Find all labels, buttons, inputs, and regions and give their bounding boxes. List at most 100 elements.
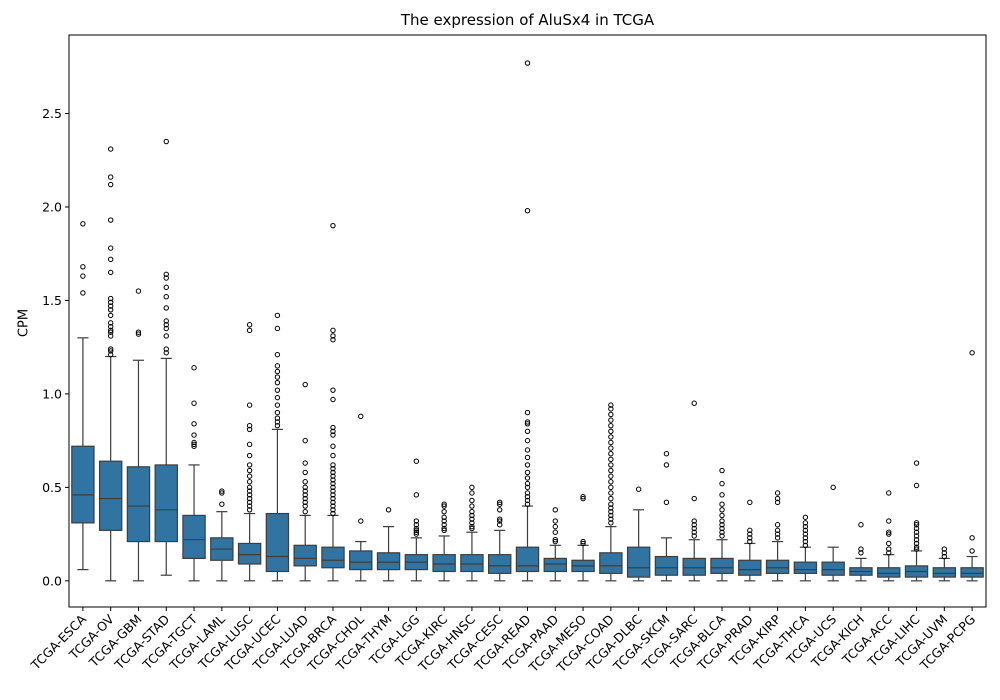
outlier-point: [886, 550, 892, 556]
outlier-point: [246, 495, 253, 502]
outlier-point: [107, 333, 114, 339]
box-group: [877, 490, 901, 582]
outlier-point: [691, 495, 697, 502]
y-tick-label: 1.0: [42, 386, 62, 401]
outlier-point: [552, 538, 558, 545]
outlier-point: [246, 507, 253, 513]
outlier-point: [524, 208, 531, 214]
outlier-point: [246, 426, 253, 433]
box-group: [543, 507, 568, 582]
box-iqr: [98, 460, 123, 531]
outlier-point: [774, 522, 781, 528]
outlier-point: [774, 495, 781, 502]
outlier-point: [274, 387, 281, 393]
box-group: [460, 484, 484, 582]
outlier-point: [330, 469, 336, 476]
outlier-point: [302, 469, 308, 476]
outlier-point: [663, 451, 670, 457]
y-tick-label: 2.0: [42, 199, 62, 214]
box-group: [515, 60, 540, 582]
box-iqr: [321, 546, 345, 569]
box-group: [126, 288, 151, 582]
outlier-point: [580, 495, 586, 502]
outlier-point: [135, 331, 142, 337]
outlier-point: [497, 501, 503, 507]
outlier-point: [413, 529, 420, 535]
outlier-point: [163, 325, 169, 332]
outlier-point: [747, 535, 753, 541]
outlier-point: [274, 312, 281, 319]
outlier-point: [913, 525, 920, 532]
box-group: [765, 490, 790, 582]
outlier-point: [580, 538, 586, 545]
box-iqr: [515, 546, 540, 573]
outlier-point: [107, 217, 114, 223]
outlier-point: [107, 174, 114, 180]
outlier-point: [691, 533, 697, 539]
outlier-point: [913, 537, 920, 543]
box-group: [793, 514, 818, 582]
outlier-point: [413, 525, 420, 532]
outlier-point: [191, 439, 197, 446]
outlier-point: [497, 507, 503, 513]
outlier-point: [330, 507, 336, 513]
outlier-point: [580, 540, 586, 547]
outlier-point: [330, 452, 336, 459]
outlier-point: [969, 548, 975, 554]
outlier-point: [107, 312, 114, 319]
box-iqr: [487, 554, 512, 574]
outlier-point: [469, 508, 475, 515]
outlier-point: [941, 550, 948, 556]
outlier-point: [608, 439, 614, 446]
outlier-point: [941, 546, 948, 552]
outlier-point: [274, 419, 281, 425]
outlier-point: [330, 473, 336, 479]
outlier-point: [135, 288, 142, 294]
outlier-point: [163, 318, 169, 324]
outlier-point: [691, 400, 697, 406]
box-iqr: [682, 557, 706, 576]
box-group: [932, 546, 957, 582]
outlier-point: [413, 518, 420, 524]
outlier-point: [691, 525, 697, 532]
outlier-point: [246, 422, 253, 429]
outlier-point: [274, 363, 281, 369]
outlier-point: [663, 462, 670, 468]
box-group: [293, 381, 317, 582]
outlier-point: [552, 537, 558, 543]
outlier-point: [330, 492, 336, 498]
plot-frame: [68, 34, 987, 608]
outlier-point: [524, 462, 531, 468]
box-iqr: [265, 512, 290, 573]
outlier-point: [802, 514, 809, 520]
outlier-point: [302, 437, 308, 444]
box-group: [682, 400, 706, 582]
outlier-point: [774, 499, 781, 506]
outlier-point: [719, 512, 725, 519]
outlier-point: [608, 451, 614, 457]
outlier-point: [719, 525, 725, 532]
outlier-point: [913, 544, 920, 550]
outlier-point: [274, 415, 281, 421]
outlier-point: [163, 350, 169, 356]
box-group: [738, 499, 762, 582]
outlier-point: [274, 379, 281, 386]
outlier-point: [802, 527, 809, 534]
outlier-point: [80, 290, 86, 296]
outlier-point: [774, 527, 781, 534]
box-iqr: [460, 554, 484, 573]
outlier-point: [330, 336, 336, 343]
outlier-point: [663, 499, 670, 506]
outlier-point: [219, 488, 225, 494]
axes-layer: TCGA-ESCATCGA-OVTCGA-GBMTCGA-STADTCGA-TG…: [27, 106, 978, 676]
outlier-point: [413, 531, 420, 537]
outlier-point: [163, 293, 169, 300]
outlier-point: [163, 346, 169, 352]
box-iqr: [793, 561, 818, 574]
outlier-point: [608, 428, 614, 434]
outlier-point: [969, 535, 975, 541]
box-iqr: [154, 464, 178, 543]
outlier-point: [469, 484, 475, 491]
outlier-point: [469, 497, 475, 504]
box-iqr: [543, 557, 568, 573]
